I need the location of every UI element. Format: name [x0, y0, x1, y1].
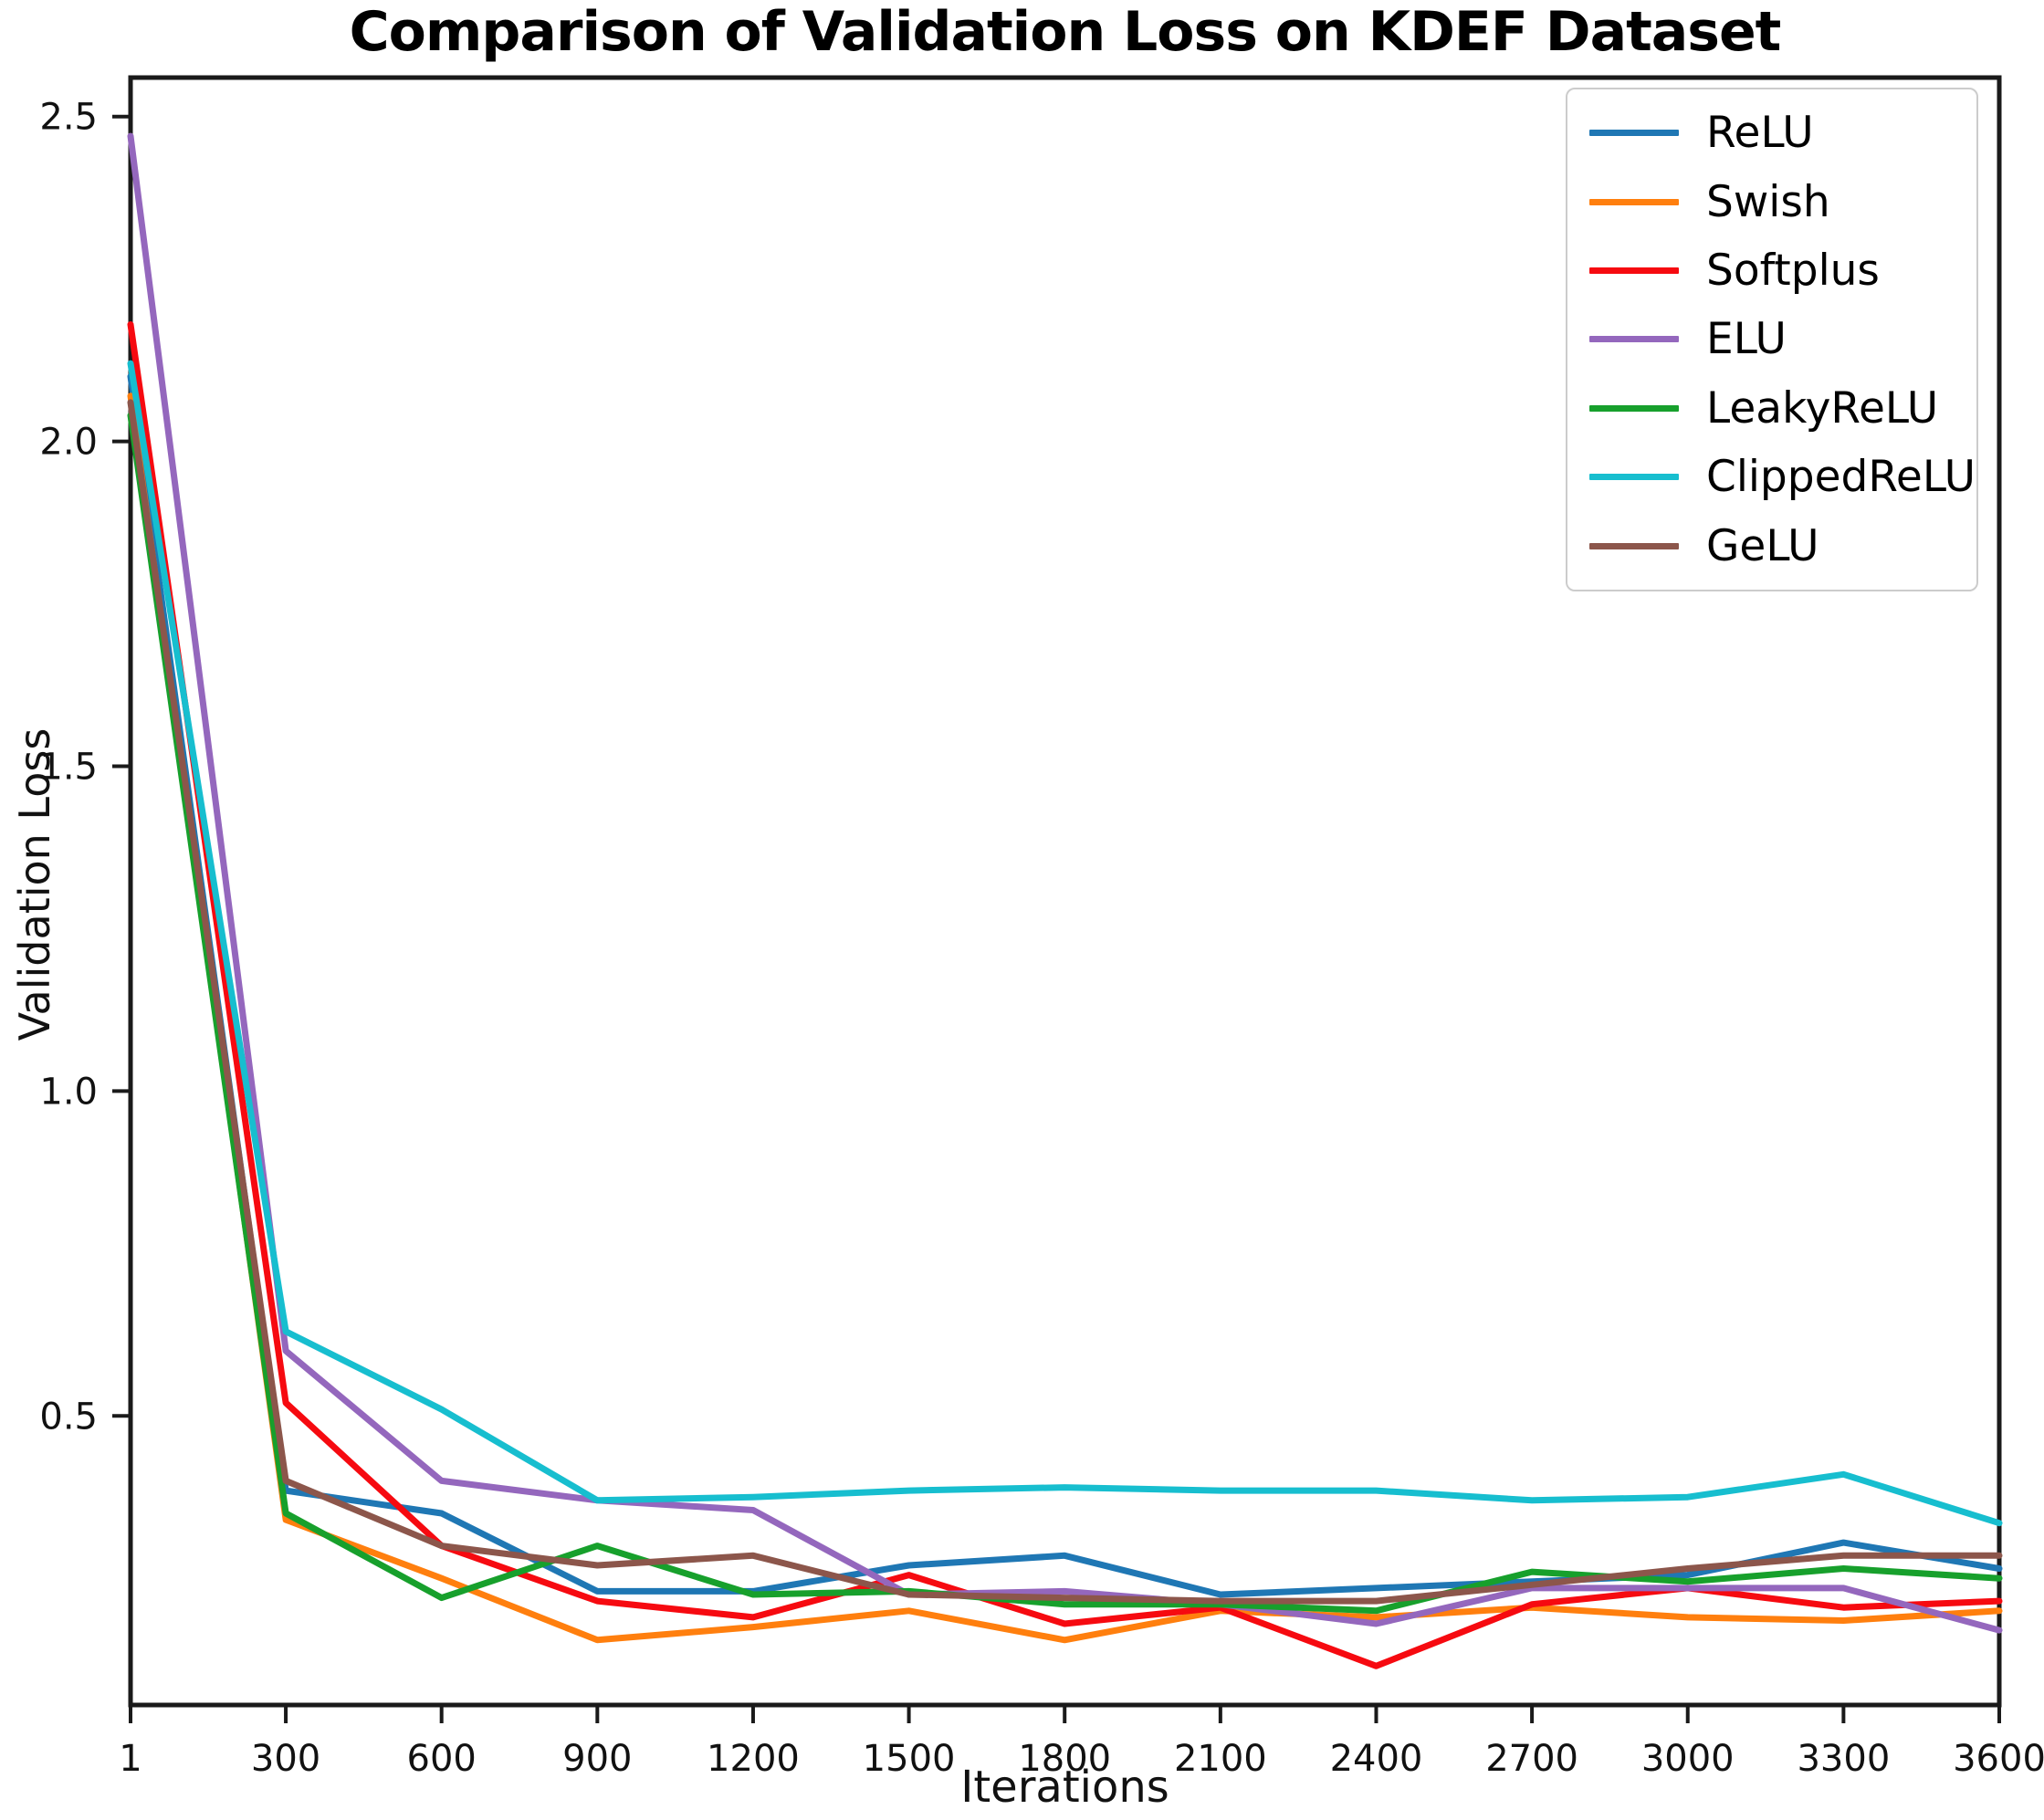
series-line-ClippedReLU: [127, 360, 2003, 1527]
legend-item-Softplus: Softplus: [1589, 246, 1955, 296]
x-tick-label: 900: [562, 1738, 632, 1780]
legend-label: GeLU: [1706, 520, 1819, 571]
y-tick-label: 1.0: [39, 1071, 98, 1113]
series-line-ELU: [127, 132, 2003, 1634]
legend-item-ReLU: ReLU: [1589, 108, 1955, 158]
x-tick-label: 2400: [1330, 1738, 1423, 1780]
legend-label: Swish: [1706, 176, 1830, 227]
legend-label: LeakyReLU: [1706, 382, 1939, 434]
y-tick-label: 1.5: [39, 746, 98, 788]
y-tick-label: 0.5: [39, 1396, 98, 1438]
legend-swatch-Swish: [1589, 198, 1679, 205]
y-tick-label: 2.0: [39, 422, 98, 464]
x-axis-label: Iterations: [960, 1762, 1169, 1813]
x-tick-label: 1: [119, 1738, 142, 1780]
legend-swatch-LeakyReLU: [1589, 404, 1679, 412]
legend-item-ClippedReLU: ClippedReLU: [1589, 452, 1976, 502]
series-line-ReLU: [127, 372, 2003, 1598]
x-tick-label: 3300: [1797, 1738, 1890, 1780]
legend-item-Swish: Swish: [1589, 177, 1955, 227]
x-tick-label: 600: [407, 1738, 477, 1780]
x-tick-label: 1500: [863, 1738, 956, 1780]
legend-label: ReLU: [1706, 108, 1814, 159]
series-line-LeakyReLU: [127, 412, 2003, 1615]
y-tick-label: 2.5: [39, 97, 98, 139]
series-line-GeLU: [127, 399, 2003, 1605]
x-tick-label: 2100: [1174, 1738, 1267, 1780]
series-line-Swish: [127, 392, 2003, 1644]
x-tick-label: 300: [251, 1738, 320, 1780]
legend-label: Softplus: [1706, 246, 1880, 297]
legend-swatch-ClippedReLU: [1589, 474, 1679, 481]
legend: ReLU Swish Softplus ELU LeakyReLU ClippedReLU…: [1566, 88, 1978, 591]
chart-title: Comparison of Validation Loss on KDEF Da…: [349, 0, 1782, 64]
x-tick-label: 3000: [1641, 1738, 1735, 1780]
legend-swatch-ReLU: [1589, 130, 1679, 137]
x-tick-label: 1200: [707, 1738, 800, 1780]
legend-item-GeLU: GeLU: [1589, 521, 1955, 571]
legend-item-LeakyReLU: LeakyReLU: [1589, 383, 1955, 434]
legend-label: ELU: [1706, 314, 1787, 365]
legend-swatch-Softplus: [1589, 267, 1679, 275]
legend-label: ClippedReLU: [1706, 452, 1976, 503]
legend-swatch-GeLU: [1589, 542, 1679, 549]
x-tick-label: 3600: [1953, 1738, 2044, 1780]
x-tick-label: 2700: [1485, 1738, 1578, 1780]
x-tick-label: 1800: [1018, 1738, 1111, 1780]
legend-swatch-ELU: [1589, 336, 1679, 343]
legend-item-ELU: ELU: [1589, 314, 1955, 364]
